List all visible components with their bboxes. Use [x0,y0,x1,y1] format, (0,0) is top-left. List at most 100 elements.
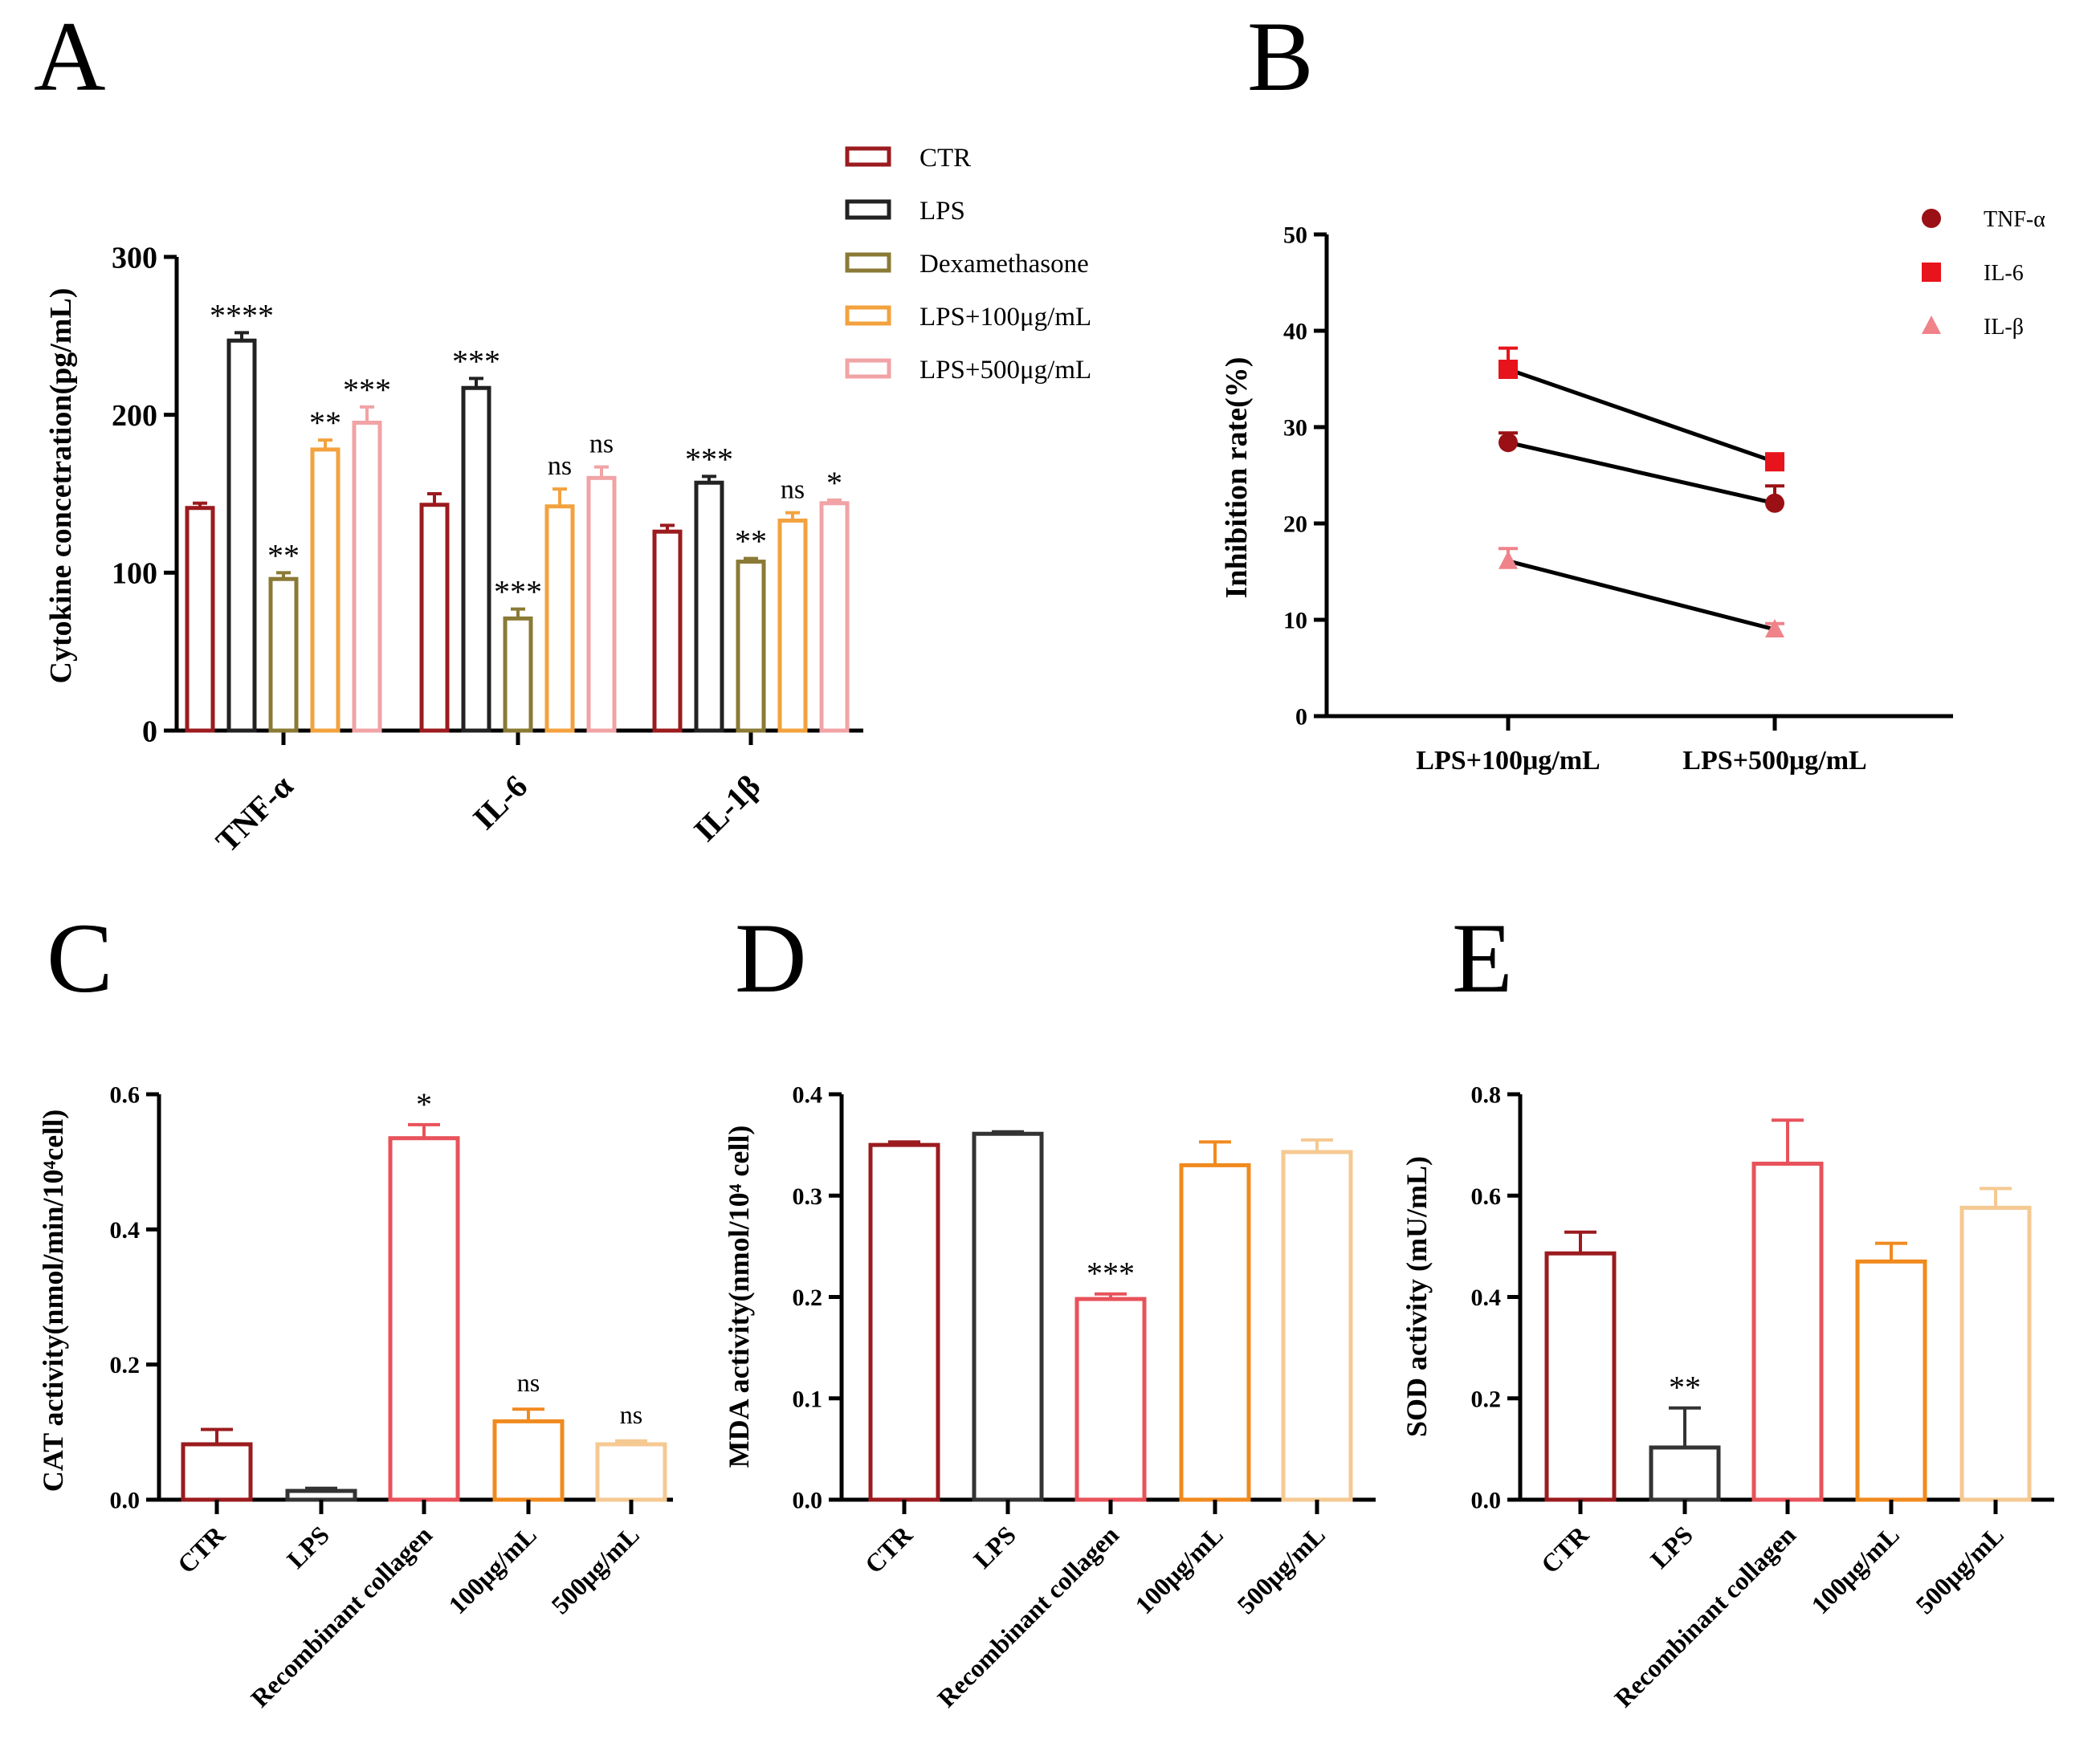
chart-a-bar-lps-500-g-ml-il-1-annotation: * [826,465,842,501]
chart-e-x-tick-label-recombinant-collagen: Recombinant collagen [1609,1520,1801,1712]
chart-a-legend-swatch-dexamethasone [845,252,891,273]
chart-b-y-tick-label: 50 [1283,222,1307,249]
chart-a-x-tick-label-tnf: TNF-α [209,768,300,860]
chart-d-y-tick-label: 0.4 [793,1082,823,1109]
chart-a-legend-label-lps-500-g-ml: LPS+500μg/mL [920,356,1091,385]
chart-a-y-tick-label: 100 [112,557,157,591]
chart-a-legend-swatch-ctr [845,146,891,167]
chart-c-y-tick-label: 0.6 [110,1082,141,1109]
chart-a-bar-ctr-il-1 [652,529,683,733]
chart-a-bar-lps-tnf [226,338,257,733]
chart-c-bar-100-g-ml-annotation: ns [517,1368,540,1397]
chart-a-legend-swatch-lps [845,199,891,220]
chart-e-y-tick-label: 0.4 [1471,1285,1502,1311]
chart-e-bar-lps-annotation: ** [1669,1370,1701,1406]
chart-d-y-tick-label: 0.1 [793,1386,823,1412]
chart-e-x-tick-label-lps: LPS [1645,1520,1698,1574]
chart-b-x-tick-label-lps-500-g-ml: LPS+500μg/mL [1682,746,1866,776]
chart-b-series-il-6-point-1 [1499,360,1518,379]
chart-b-series-il-point-1 [1499,550,1518,569]
chart-e-y-tick-label: 0.2 [1471,1386,1502,1412]
chart-a-bar-lps-il-6 [461,385,491,733]
panel-letter-b: B [1247,2,1314,112]
chart-a-bar-lps-500-g-ml-il-1 [819,501,850,733]
chart-c-bar-lps [285,1488,357,1502]
chart-b-legend-marker-tnf [1922,209,1941,228]
chart-a-bar-lps-500-g-ml-tnf [352,421,382,733]
chart-b-series-il-6-point-2 [1765,452,1784,472]
chart-b-series-tnf-point-2 [1765,493,1784,513]
chart-a-bar-lps-il-6-annotation: *** [452,343,500,379]
chart-c-bar-100-g-ml [492,1419,565,1502]
chart-d-x-tick-label-ctr: CTR [859,1520,919,1579]
chart-a-legend-swatch-lps-500-g-ml [845,358,891,379]
chart-e-bar-recombinant-collagen [1751,1161,1824,1502]
panel-letter-c: C [47,903,113,1013]
chart-d-bar-lps [972,1131,1044,1502]
chart-d-bar-recombinant-collagen [1074,1297,1147,1502]
chart-b-y-axis-title: Inhibition rate(%) [1220,357,1254,599]
chart-c-bar-500-g-ml [595,1442,667,1502]
chart-c-y-tick-label: 0.2 [110,1352,141,1378]
chart-a-y-tick-label: 0 [142,715,157,748]
chart-b-y-tick-label: 30 [1283,415,1307,442]
chart-a-cytokine: 0 100 200 300 Cytokine concetration(pg/mL) TN… [44,144,1091,859]
chart-e-bar-100-g-ml [1855,1259,1927,1502]
chart-a-bar-ctr-il-6 [419,503,450,733]
chart-e-y-tick-label: 0.6 [1471,1183,1502,1210]
chart-b-series-il-6-line [1507,367,1776,464]
chart-c-y-tick-label: 0.0 [110,1488,141,1514]
chart-d-mda-activity: 0.0 0.1 0.2 0.3 0.4 MDA activity(nmol/10⁴ cel… [723,1082,1376,1712]
chart-d-y-tick-label: 0.3 [793,1183,823,1210]
chart-c-bar-ctr [181,1442,253,1502]
chart-a-legend-label-lps-100-g-ml: LPS+100μg/mL [920,303,1091,332]
chart-c-cat-activity: 0.0 0.2 0.4 0.6 CAT activity(nmol/min/10⁴cel… [37,1082,673,1712]
chart-a-bar-lps-500-g-ml-tnf-annotation: *** [343,372,391,408]
chart-a-x-tick-label-il-1: IL-1β [687,768,767,849]
chart-a-y-axis-title: Cytokine concetration(pg/mL) [44,288,78,684]
chart-c-x-tick-label-100-g-ml: 100μg/mL [442,1520,542,1619]
chart-a-y-tick-label: 300 [112,241,157,275]
chart-a-bar-lps-100-g-ml-tnf [310,447,340,733]
chart-a-legend-swatch-lps-100-g-ml [845,305,891,326]
chart-a-bar-lps-100-g-ml-tnf-annotation: ** [309,405,341,441]
chart-c-y-tick-label: 0.4 [110,1217,141,1244]
chart-d-x-tick-label-100-g-ml: 100μg/mL [1129,1520,1229,1619]
chart-b-y-tick-label: 20 [1283,511,1307,538]
chart-d-bar-100-g-ml [1179,1163,1251,1502]
chart-d-x-tick-label-lps: LPS [968,1520,1021,1574]
chart-a-x-tick-label-il-6: IL-6 [466,768,534,837]
chart-a-bar-lps-100-g-ml-il-1-annotation: ns [781,475,805,505]
panel-letter-e: E [1452,903,1513,1013]
chart-d-x-tick-label-500-g-ml: 500μg/mL [1231,1520,1331,1619]
chart-a-bar-dexamethasone-tnf-annotation: ** [267,537,300,573]
chart-c-bar-500-g-ml-annotation: ns [620,1400,642,1429]
chart-e-sod-activity: 0.0 0.2 0.4 0.6 0.8 SOD activity (mU/mL) CTR LP… [1401,1082,2054,1712]
chart-b-series-il-point-2 [1765,619,1784,637]
chart-b-y-tick-label: 40 [1283,319,1307,345]
chart-c-bar-recombinant-collagen [388,1136,460,1502]
chart-c-y-axis-title: CAT activity(nmol/min/10⁴cell) [37,1110,69,1492]
chart-c-x-tick-label-ctr: CTR [172,1520,231,1579]
chart-d-bar-recombinant-collagen-annotation: *** [1087,1256,1135,1292]
chart-a-legend-label-lps: LPS [920,197,965,226]
chart-e-y-tick-label: 0.8 [1471,1082,1502,1109]
chart-b-legend-marker-il-6 [1922,263,1941,282]
chart-a-bar-dexamethasone-il-6 [503,616,533,733]
chart-b-legend-marker-il [1922,316,1941,334]
chart-d-bar-500-g-ml [1281,1150,1353,1502]
chart-d-y-tick-label: 0.2 [793,1285,823,1311]
chart-a-bar-dexamethasone-tnf [268,576,299,733]
panel-letter-d: D [735,903,807,1013]
chart-a-bar-lps-500-g-ml-il-6 [586,475,617,733]
chart-b-x-tick-label-lps-100-g-ml: LPS+100μg/mL [1416,746,1600,776]
chart-d-x-tick-label-recombinant-collagen: Recombinant collagen [932,1520,1124,1712]
chart-c-x-tick-label-recombinant-collagen: Recombinant collagen [245,1520,438,1712]
chart-a-bar-lps-500-g-ml-il-6-annotation: ns [589,430,614,459]
chart-b-y-tick-label: 0 [1295,704,1307,731]
chart-a-bar-lps-100-g-ml-il-1 [777,518,808,733]
chart-a-bar-ctr-tnf [185,506,215,733]
chart-e-x-tick-label-500-g-ml: 500μg/mL [1910,1520,2009,1619]
chart-e-y-axis-title: SOD activity (mU/mL) [1401,1156,1433,1437]
chart-e-x-tick-label-ctr: CTR [1535,1520,1595,1579]
